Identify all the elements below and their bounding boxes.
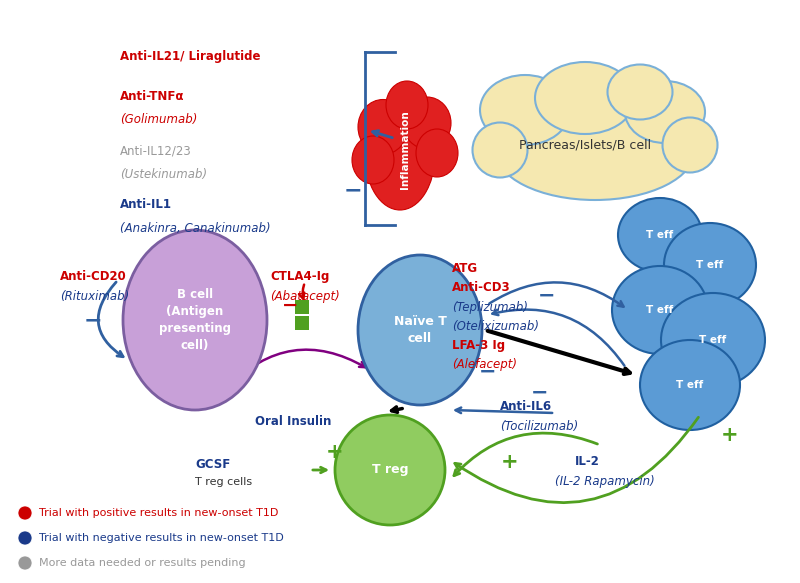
Ellipse shape (473, 122, 527, 177)
Text: −: − (538, 286, 556, 306)
Text: Anti-IL6: Anti-IL6 (500, 400, 552, 413)
Text: Trial with negative results in new-onset T1D: Trial with negative results in new-onset… (39, 533, 284, 543)
Ellipse shape (612, 266, 708, 354)
Text: Anti-CD3: Anti-CD3 (452, 281, 510, 294)
Ellipse shape (618, 198, 702, 272)
Ellipse shape (535, 62, 635, 134)
Text: More data needed or results pending: More data needed or results pending (39, 558, 246, 568)
Text: −: − (84, 310, 102, 330)
Text: (Golimumab): (Golimumab) (120, 113, 198, 126)
Text: T eff: T eff (696, 260, 724, 270)
Text: Trial with positive results in new-onset T1D: Trial with positive results in new-onset… (39, 508, 278, 518)
Bar (295, 300, 309, 314)
Text: −: − (531, 383, 549, 403)
Text: Anti-TNFα: Anti-TNFα (120, 90, 185, 103)
Text: T eff: T eff (646, 230, 674, 240)
Text: Anti-IL1: Anti-IL1 (120, 198, 172, 211)
Text: T reg cells: T reg cells (195, 477, 252, 487)
Text: CTLA4-Ig: CTLA4-Ig (270, 270, 330, 283)
Circle shape (18, 506, 32, 520)
Ellipse shape (607, 65, 673, 120)
Text: LFA-3 Ig: LFA-3 Ig (452, 339, 505, 352)
Text: (Anakinra, Canakinumab): (Anakinra, Canakinumab) (120, 222, 270, 235)
Ellipse shape (661, 293, 765, 387)
Text: Inflammation: Inflammation (400, 111, 410, 189)
Circle shape (18, 556, 32, 570)
Text: (Otelixizumab): (Otelixizumab) (452, 320, 539, 333)
Text: ATG: ATG (452, 262, 478, 275)
Text: (Abatacept): (Abatacept) (270, 290, 340, 303)
Ellipse shape (358, 100, 408, 154)
Ellipse shape (365, 100, 435, 210)
Text: +: + (501, 452, 519, 472)
Text: +: + (326, 442, 344, 462)
Text: IL-2: IL-2 (575, 455, 600, 468)
Text: Anti-IL21/ Liraglutide: Anti-IL21/ Liraglutide (120, 50, 261, 63)
Text: B cell
(Antigen
presenting
cell): B cell (Antigen presenting cell) (159, 288, 231, 352)
Ellipse shape (625, 81, 705, 143)
Text: (Tocilizumab): (Tocilizumab) (500, 420, 578, 433)
Ellipse shape (480, 75, 570, 145)
Ellipse shape (123, 230, 267, 410)
Text: Oral Insulin: Oral Insulin (255, 415, 331, 428)
Text: T reg: T reg (372, 463, 408, 476)
Text: (Teplizumab): (Teplizumab) (452, 301, 528, 314)
Ellipse shape (640, 340, 740, 430)
Ellipse shape (416, 129, 458, 177)
Ellipse shape (386, 81, 428, 129)
Text: −: − (282, 296, 298, 314)
Text: +: + (721, 425, 739, 445)
Text: −: − (344, 180, 362, 200)
Text: Pancreas/Islets/B cell: Pancreas/Islets/B cell (519, 139, 651, 152)
Text: (Ustekinumab): (Ustekinumab) (120, 168, 207, 181)
Text: Anti-IL12/23: Anti-IL12/23 (120, 145, 192, 158)
Text: (IL-2 Rapamycin): (IL-2 Rapamycin) (555, 475, 654, 488)
Text: GCSF: GCSF (195, 458, 230, 471)
Ellipse shape (495, 100, 695, 200)
Text: (Alefacept): (Alefacept) (452, 358, 517, 371)
Circle shape (18, 531, 32, 545)
Text: T eff: T eff (646, 305, 674, 315)
Ellipse shape (352, 136, 394, 184)
Ellipse shape (358, 255, 482, 405)
Text: (Rituximab): (Rituximab) (60, 290, 130, 303)
Bar (295, 316, 309, 330)
Text: T eff: T eff (699, 335, 726, 345)
Text: Naïve T
cell: Naïve T cell (394, 315, 446, 345)
Ellipse shape (664, 223, 756, 307)
Ellipse shape (335, 415, 445, 525)
Text: T eff: T eff (676, 380, 704, 390)
Ellipse shape (662, 118, 718, 173)
Text: Anti-CD20: Anti-CD20 (60, 270, 126, 283)
Text: −: − (479, 362, 497, 382)
Ellipse shape (403, 97, 451, 149)
